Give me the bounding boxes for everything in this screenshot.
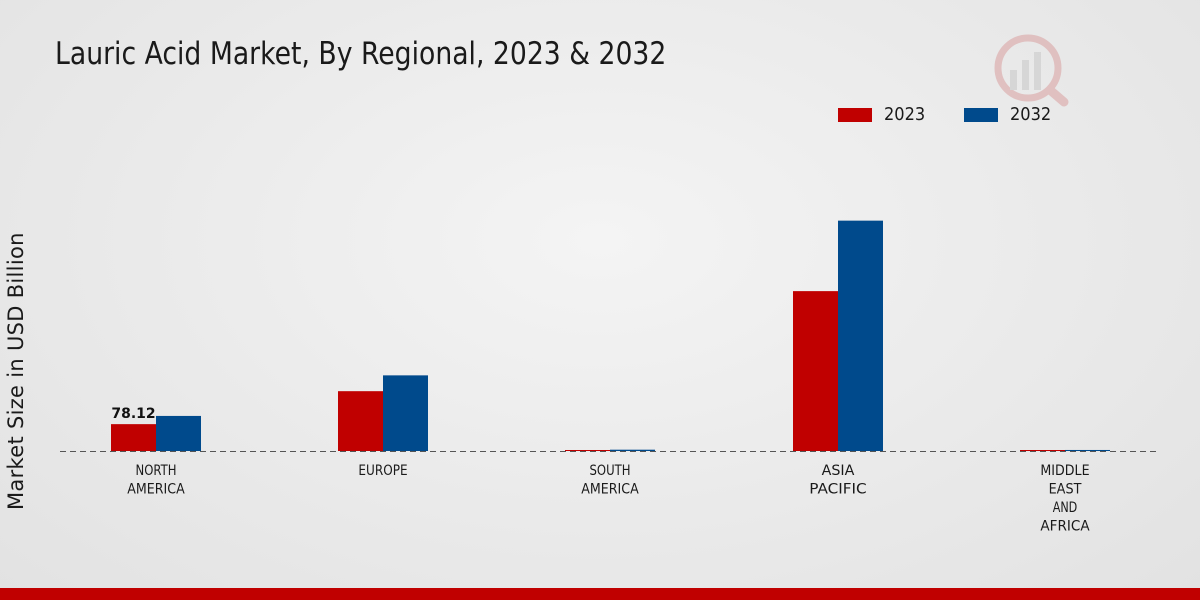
x-tick-label-1-0: EUROPE (358, 463, 407, 479)
x-tick-label-4-3: AFRICA (1040, 519, 1090, 535)
bar-2023-1 (338, 391, 383, 451)
x-tick-label-3-1: PACIFIC (809, 482, 867, 498)
legend-swatch-2023 (838, 107, 872, 122)
chart-title: Lauric Acid Market, By Regional, 2023 & … (55, 36, 667, 72)
x-tick-label-0-0: NORTH (136, 463, 177, 479)
bar-2032-2 (610, 449, 655, 451)
legend-label-2023: 2023 (884, 104, 926, 125)
x-tick-label-4-0: MIDDLE (1040, 463, 1089, 479)
bar-2023-2 (565, 450, 610, 451)
legend-label-2032: 2032 (1009, 104, 1052, 125)
x-tick-label-4-1: EAST (1049, 482, 1082, 498)
legend-item-2023: 2023 (838, 104, 930, 125)
bar-2032-0 (156, 415, 201, 451)
brand-logo-icon (994, 34, 1069, 107)
x-tick-label-2-0: SOUTH (590, 463, 631, 479)
bar-2032-1 (383, 375, 428, 451)
bar-2023-3 (793, 291, 838, 451)
legend-swatch-2032 (963, 107, 998, 122)
bar-2023-0 (111, 424, 156, 451)
x-tick-label-4-2: AND (1053, 500, 1078, 516)
x-tick-label-0-1: AMERICA (127, 482, 185, 498)
x-tick-label-3-0: ASIA (822, 463, 855, 479)
bar-2032-3 (838, 220, 883, 451)
legend: 2023 2032 (838, 104, 1090, 125)
bar-2023-4 (1020, 450, 1065, 451)
bar-2032-4 (1065, 449, 1110, 451)
data-label-0: 78.12 (111, 406, 155, 422)
x-tick-label-2-1: AMERICA (581, 482, 639, 498)
footer-bar (0, 588, 1200, 600)
legend-item-2032: 2032 (963, 104, 1056, 125)
